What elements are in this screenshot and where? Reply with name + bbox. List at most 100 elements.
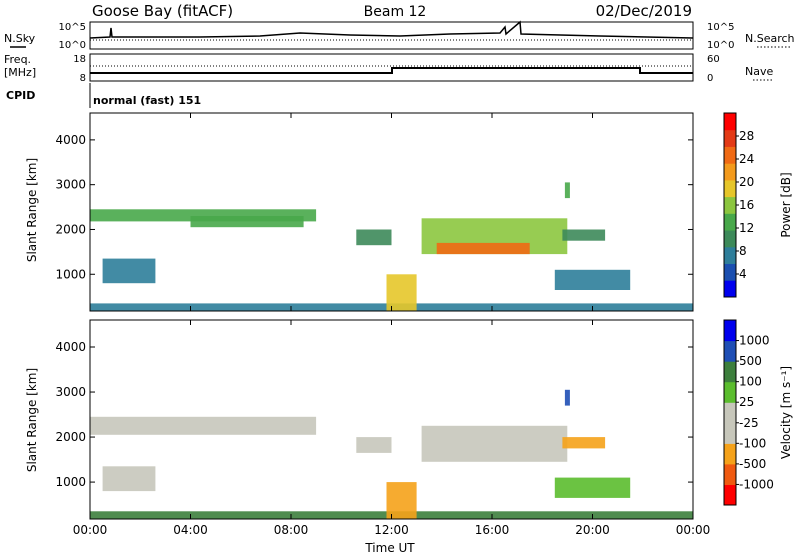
velocity-echo-region xyxy=(386,482,417,519)
power-colorbar-label: 24 xyxy=(739,152,754,166)
velocity-colorbar-title: Velocity [m s⁻¹] xyxy=(779,366,793,459)
power-ytick-label: 4000 xyxy=(55,133,86,147)
power-colorbar-cell xyxy=(724,113,736,131)
noise-panel-frame xyxy=(89,21,694,50)
power-colorbar-label: 28 xyxy=(739,129,754,143)
xtick-label: 00:00 xyxy=(676,523,711,537)
site-title: Goose Bay (fitACF) xyxy=(92,2,233,20)
power-colorbar-cell xyxy=(724,280,736,298)
xtick-label: 16:00 xyxy=(475,523,510,537)
velocity-ytick-label: 2000 xyxy=(55,430,86,444)
power-ytick-label: 1000 xyxy=(55,267,86,281)
power-colorbar-cell xyxy=(724,163,736,181)
freq-label: Freq. xyxy=(4,53,31,66)
velocity-axes: 1000 2000 3000 4000 00:00 04:00 08:00 12:00 16:0… xyxy=(55,320,710,537)
velocity-echo-region xyxy=(90,416,317,435)
freq-unit-label: [MHz] xyxy=(4,66,36,79)
velocity-y-axis-title: Slant Range [km] xyxy=(25,368,39,472)
nave-ytick-top: 60 xyxy=(707,54,720,65)
velocity-echo-region xyxy=(562,437,606,449)
velocity-colorbar-cell xyxy=(724,443,736,465)
power-echo-region xyxy=(356,229,392,246)
freq-ytick-bottom: 8 xyxy=(80,73,86,84)
power-y-axis-title: Slant Range [km] xyxy=(25,158,39,262)
velocity-colorbar-label: -25 xyxy=(739,416,759,430)
velocity-colorbar-label: 100 xyxy=(739,375,762,389)
freq-ytick-top: 18 xyxy=(73,54,86,65)
power-colorbar-title: Power [dB] xyxy=(779,172,793,237)
power-echo-region xyxy=(554,269,631,290)
velocity-colorbar-label: -500 xyxy=(739,457,766,471)
velocity-colorbar-cell xyxy=(724,381,736,403)
velocity-colorbar-cell xyxy=(724,320,736,342)
xtick-label: 12:00 xyxy=(374,523,409,537)
power-colorbar-cell xyxy=(724,213,736,231)
velocity-colorbar-label: 500 xyxy=(739,354,762,368)
xtick-label: 08:00 xyxy=(274,523,309,537)
freq-panel-frame xyxy=(89,53,694,82)
xtick-label: 00:00 xyxy=(73,523,108,537)
power-panel xyxy=(89,112,694,312)
noise-ytick-bottom: 10^0 xyxy=(59,40,86,51)
velocity-colorbar-cell xyxy=(724,402,736,424)
velocity-colorbar-cell xyxy=(724,484,736,506)
power-axes: 1000 2000 3000 4000 xyxy=(55,113,694,311)
freq-trace xyxy=(90,67,693,74)
power-echo-region xyxy=(562,229,606,241)
power-colorbar-cell xyxy=(724,196,736,214)
nave-ytick-bottom: 0 xyxy=(707,73,713,84)
velocity-colorbar-frame xyxy=(723,319,737,506)
velocity-colorbar-label: -1000 xyxy=(739,477,774,491)
power-colorbar-cell xyxy=(724,263,736,281)
x-axis-title: Time UT xyxy=(364,541,415,554)
velocity-colorbar-cell xyxy=(724,463,736,485)
power-ytick-label: 2000 xyxy=(55,222,86,236)
cpid-label: CPID xyxy=(6,89,35,102)
velocity-ytick-label: 1000 xyxy=(55,475,86,489)
nsearch-label: N.Search xyxy=(745,32,795,45)
power-echo-region xyxy=(436,242,530,255)
xtick-label: 20:00 xyxy=(575,523,610,537)
velocity-colorbar-label: -100 xyxy=(739,436,766,450)
power-colorbar-cell xyxy=(724,246,736,264)
velocity-echo-region xyxy=(564,389,570,406)
noise-ytick-right-top: 10^5 xyxy=(707,22,734,33)
velocity-echo-region xyxy=(554,477,631,498)
power-colorbar-label: 4 xyxy=(739,267,747,281)
velocity-colorbar-cell xyxy=(724,340,736,362)
velocity-colorbar-label: 25 xyxy=(739,395,754,409)
velocity-colorbar: 1000 500 100 25 -25 -100 -500 -1000 Velocity [m … xyxy=(723,319,793,506)
beam-label: Beam 12 xyxy=(364,4,427,20)
noise-ytick-right-bottom: 10^0 xyxy=(707,40,734,51)
velocity-echo-region xyxy=(421,425,568,462)
noise-ytick-top: 10^5 xyxy=(59,22,86,33)
velocity-echo-region xyxy=(102,466,156,492)
power-colorbar-cell xyxy=(724,129,736,147)
power-colorbar-label: 12 xyxy=(739,221,754,235)
power-colorbar-cell xyxy=(724,146,736,164)
velocity-colorbar-cell xyxy=(724,422,736,444)
velocity-colorbar-cell xyxy=(724,361,736,383)
power-colorbar: 4 8 12 16 20 24 28 Power [dB] xyxy=(723,112,793,298)
velocity-colorbar-label: 1000 xyxy=(739,334,770,348)
date-label: 02/Dec/2019 xyxy=(596,2,692,20)
velocity-ytick-label: 3000 xyxy=(55,385,86,399)
power-ytick-label: 3000 xyxy=(55,178,86,192)
power-colorbar-label: 16 xyxy=(739,198,754,212)
power-colorbar-cell xyxy=(724,230,736,248)
velocity-ytick-label: 4000 xyxy=(55,340,86,354)
nsky-label: N.Sky xyxy=(4,32,36,45)
power-echo-region xyxy=(564,182,570,199)
cpid-value: normal (fast) 151 xyxy=(93,94,201,107)
power-colorbar-cell xyxy=(724,179,736,198)
velocity-panel xyxy=(89,319,694,520)
xtick-label: 04:00 xyxy=(173,523,208,537)
power-colorbar-label: 20 xyxy=(739,175,754,189)
power-colorbar-label: 8 xyxy=(739,244,747,258)
power-echo-region xyxy=(386,274,417,311)
velocity-echo-region xyxy=(356,437,392,453)
nave-label: Nave xyxy=(745,65,773,78)
nsky-trace xyxy=(89,20,694,39)
